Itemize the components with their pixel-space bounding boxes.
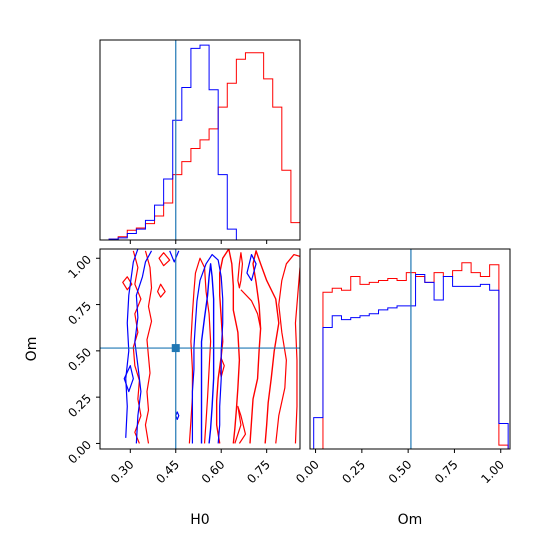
h0-histogram-frame [99,39,301,241]
contour-panel-frame [99,248,301,450]
contour-red-9 [132,250,142,444]
contour-red-1 [249,250,280,444]
truth-marker [171,344,180,353]
h0-hist-series-red [108,52,301,240]
om-hist-series-red [313,262,509,450]
x-axis-label-h0: H0 [190,512,209,528]
contour-red-0 [215,249,241,444]
contour-red-7 [234,405,247,444]
truth-crosshair [100,249,300,449]
contour-blue-19 [169,250,180,263]
contour-red-11 [122,276,133,291]
om-hist-series-blue [313,274,509,449]
x-axis-label-om: Om [398,512,423,528]
contour-blue-16 [125,249,139,438]
om-histogram-steps [313,262,509,450]
h0-histogram-ticks [129,240,268,244]
contour-red-2 [188,257,212,444]
contour-red-12 [158,252,171,267]
y-axis-label-om: Om [24,337,40,362]
contour-red-4 [294,267,300,444]
contour-blue-17 [123,365,134,393]
contour-lines [122,249,300,444]
contour-blue-15 [134,250,153,444]
contour-red-13 [156,283,166,298]
contour-red-3 [275,253,300,444]
contour-blue-18 [191,253,224,444]
contour-blue-20 [246,253,257,282]
h0-histogram-panel [99,39,301,244]
contour-red-5 [237,252,244,289]
om-histogram-frame [309,248,511,450]
contour-blue-21 [175,411,180,420]
contour-red-8 [240,289,262,329]
contour-blue-14 [200,263,215,444]
